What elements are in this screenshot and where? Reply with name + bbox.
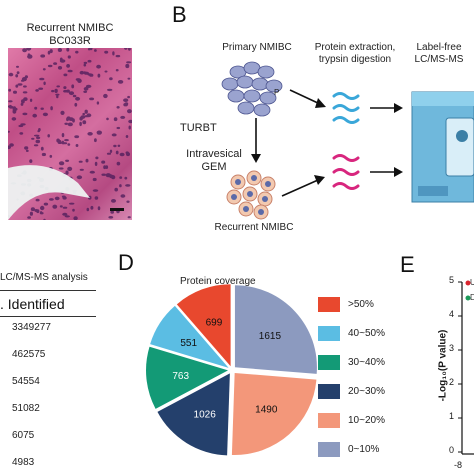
- table-row-value: 4983: [12, 457, 35, 468]
- legend-swatch: [318, 354, 340, 370]
- column-header-text: Identified: [7, 296, 65, 312]
- ytick-1: 1: [449, 411, 455, 421]
- down-arrow-head: [251, 154, 261, 163]
- legend-item: 30~40%: [318, 354, 385, 370]
- ytick-0: 0: [449, 445, 455, 455]
- legend-swatch: [318, 325, 340, 341]
- legend-label: 0~10%: [348, 443, 380, 455]
- panel-e-letter: E: [400, 252, 415, 277]
- pie-slice-label: 1490: [255, 404, 278, 415]
- legend-d-label: D: [470, 293, 474, 302]
- panel-b-letter: B: [172, 2, 187, 27]
- he-stain-image: [8, 48, 132, 220]
- primary-tumor-cluster: [221, 61, 283, 117]
- p-label: P: [274, 88, 280, 97]
- legend-label: 30~40%: [348, 356, 385, 368]
- ytick-4: 4: [449, 309, 455, 319]
- ytick-5: 5: [449, 275, 455, 285]
- labelfree-line2: LC/MS-MS: [414, 54, 464, 65]
- pie-slice-label: 1026: [194, 410, 217, 421]
- pie-slice-label: 763: [172, 371, 189, 382]
- xtick-left: -8: [454, 460, 463, 470]
- pie-slice: [157, 373, 230, 456]
- protein-line1: Protein extraction,: [314, 42, 396, 53]
- table-row-value: 6075: [12, 430, 35, 441]
- protein-extraction-label: Protein extraction, trypsin digestion: [300, 42, 410, 66]
- ytick-2: 2: [449, 377, 455, 387]
- arrow-primary-to-peptides: [289, 89, 321, 105]
- table-heading: LC/MS-MS analysis: [0, 272, 88, 283]
- y-axis-label: -Log₁₀(P value): [437, 329, 449, 402]
- pie-slice: [231, 372, 317, 455]
- pie-slice-label: 1615: [259, 331, 282, 342]
- legend-u-label: U: [470, 278, 474, 287]
- labelfree-label: Label-free LC/MS-MS: [404, 42, 474, 66]
- legend-item: 20~30%: [318, 383, 385, 399]
- chart-title: Protein coverage: [180, 276, 256, 287]
- primary-peptides: [332, 92, 360, 124]
- arrow-recurrent-to-peptides: [281, 179, 319, 197]
- panel-a-title-line1: Recurrent NMIBC: [26, 22, 114, 34]
- panel-a-title-line2: BC033R: [49, 35, 91, 47]
- intravesical-line1: Intravesical: [186, 148, 242, 160]
- primary-nmibc-label: Primary NMIBC: [222, 42, 292, 53]
- pie-slice: [176, 284, 231, 367]
- legend-item: 10~20%: [318, 412, 385, 428]
- mass-spectrometer-icon: [411, 91, 474, 203]
- table-rule-header: [0, 316, 96, 317]
- scale-bar: [110, 208, 124, 211]
- table-row-value: 51082: [12, 403, 40, 414]
- legend-label: 40~50%: [348, 327, 385, 339]
- stroma-region: [8, 165, 90, 220]
- pie-slice: [234, 285, 317, 374]
- legend-label: >50%: [348, 298, 374, 310]
- legend-label: 20~30%: [348, 385, 385, 397]
- legend-d-dot: [465, 295, 471, 301]
- ytick-3: 3: [449, 343, 455, 353]
- table-rule-top: [0, 290, 96, 291]
- table-row-value: 462575: [12, 349, 46, 360]
- pie-slice: [146, 346, 229, 409]
- legend-swatch: [318, 441, 340, 457]
- pie-legend: >50% 40~50% 30~40% 20~30% 10~20% 0~10%: [318, 296, 398, 466]
- protein-line2: trypsin digestion: [318, 54, 392, 65]
- table-row-value: 3349277: [12, 322, 51, 333]
- legend-item: 40~50%: [318, 325, 385, 341]
- legend-swatch: [318, 412, 340, 428]
- intravesical-label: Intravesical GEM: [178, 148, 250, 174]
- legend-item: 0~10%: [318, 441, 379, 457]
- he-tissue-texture: [8, 48, 132, 220]
- intravesical-line2: GEM: [201, 161, 227, 173]
- legend-swatch: [318, 296, 340, 312]
- panel-d-letter: D: [118, 250, 134, 275]
- recurrent-nmibc-label: Recurrent NMIBC: [214, 222, 294, 233]
- legend-u-dot: [465, 280, 471, 286]
- pie-slice-label: 699: [206, 318, 223, 329]
- turbt-label: TURBT: [180, 122, 217, 134]
- labelfree-line1: Label-free: [416, 42, 462, 53]
- table-row-value: 54554: [12, 376, 40, 387]
- legend-item: >50%: [318, 296, 374, 312]
- legend-swatch: [318, 383, 340, 399]
- legend-label: 10~20%: [348, 414, 385, 426]
- panel-a-title: Recurrent NMIBC BC033R: [8, 22, 132, 48]
- pie-slice-label: 551: [180, 338, 197, 349]
- pie-slice: [150, 305, 229, 368]
- table-column-header: . Identified: [0, 296, 65, 312]
- recurrent-peptides: [332, 154, 360, 190]
